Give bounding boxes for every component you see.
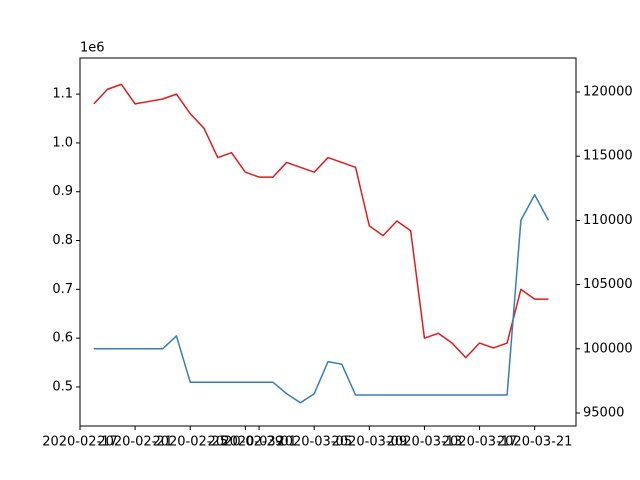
y-tick-label: 0.7: [52, 282, 73, 297]
y2-tick-label: 110000: [583, 213, 633, 228]
x-tick-label: 2020-03-17: [442, 435, 518, 450]
plot-frame: [79, 57, 577, 427]
x-tick-label: 2020-03-01: [221, 435, 297, 450]
y-tick-label: 1.1: [52, 87, 73, 102]
data-line: [93, 83, 549, 359]
y-tick-label: 0.9: [52, 184, 73, 199]
y2-tick-label: 120000: [583, 85, 633, 100]
x-tick-label: 2020-02-25: [152, 435, 228, 450]
y-offset-label: 1e6: [80, 41, 105, 56]
data-line: [93, 193, 550, 404]
y-tick-label: 0.8: [52, 233, 73, 248]
y2-tick-label: 100000: [583, 341, 633, 356]
x-tick-label: 2020-03-09: [332, 435, 408, 450]
x-tick-label: 2020-02-17: [42, 435, 118, 450]
y2-tick-label: 115000: [583, 149, 633, 164]
x-tick-label: 2020-03-21: [497, 435, 573, 450]
y-tick-label: 1.0: [52, 135, 73, 150]
x-tick-label: 2020-02-21: [97, 435, 173, 450]
y2-tick-label: 105000: [583, 277, 633, 292]
y2-tick-label: 95000: [583, 406, 624, 421]
x-tick-label: 2020-03-05: [276, 435, 352, 450]
y-tick-label: 0.6: [52, 331, 73, 346]
y-tick-label: 0.5: [52, 379, 73, 394]
x-tick-label: 2020-02-29: [208, 435, 284, 450]
x-tick-label: 2020-03-13: [387, 435, 463, 450]
